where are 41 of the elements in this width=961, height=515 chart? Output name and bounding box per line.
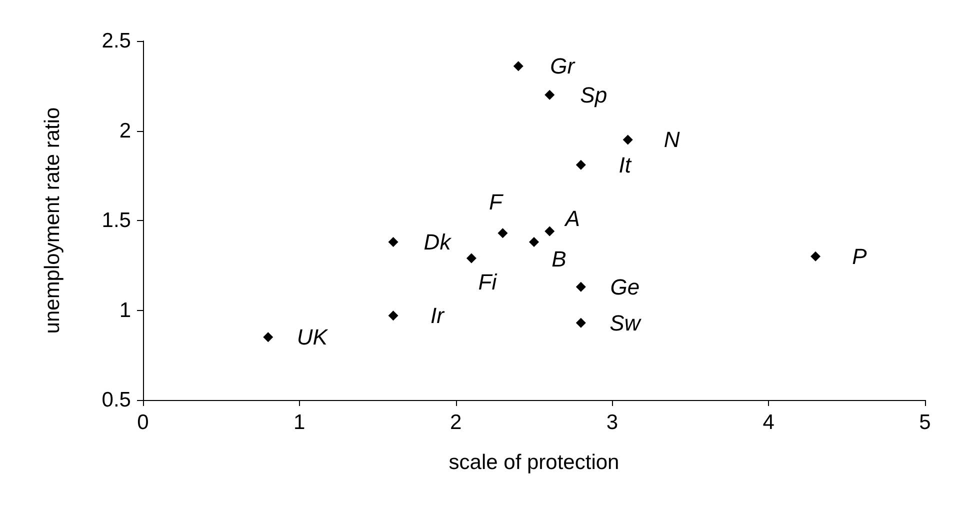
annotation: B bbox=[552, 246, 566, 272]
x-tick-label: 0 bbox=[137, 411, 149, 434]
point bbox=[810, 251, 821, 262]
y-axis-title: unemployment rate ratio bbox=[41, 107, 64, 334]
x-tick-label: 5 bbox=[919, 411, 931, 434]
annotation: A bbox=[563, 206, 580, 231]
x-axis-title: scale of protection bbox=[448, 451, 620, 474]
point bbox=[576, 318, 586, 328]
x-tick-label: 4 bbox=[762, 411, 775, 434]
point bbox=[544, 90, 555, 100]
annotation: It bbox=[618, 152, 632, 178]
annotation: Sw bbox=[610, 310, 642, 336]
point bbox=[388, 310, 398, 321]
annotation: F bbox=[488, 190, 504, 215]
point bbox=[388, 237, 398, 248]
point bbox=[263, 332, 274, 342]
y-tick-label: 2 bbox=[119, 119, 131, 142]
point bbox=[466, 253, 476, 264]
y-tick-label: 2.5 bbox=[102, 30, 131, 52]
x-tick-label: 2 bbox=[450, 411, 462, 434]
annotation: UK bbox=[296, 324, 329, 350]
point bbox=[513, 61, 524, 72]
annotation: Dk bbox=[424, 230, 452, 255]
y-tick-label: 1 bbox=[119, 298, 131, 322]
x-tick-label: 3 bbox=[606, 411, 618, 434]
point bbox=[529, 237, 539, 248]
annotation: Ir bbox=[430, 303, 446, 328]
annotation: P bbox=[852, 244, 868, 269]
annotation: Fi bbox=[478, 270, 498, 295]
annotation: N bbox=[664, 127, 680, 152]
annotation: Ge bbox=[610, 274, 640, 300]
point bbox=[622, 134, 633, 145]
y-tick-label: 1.5 bbox=[102, 209, 131, 232]
annotation: Sp bbox=[580, 82, 608, 108]
point bbox=[544, 226, 555, 236]
point bbox=[576, 282, 586, 292]
point bbox=[498, 228, 508, 238]
annotation: Gr bbox=[550, 54, 576, 79]
x-tick-label: 1 bbox=[294, 411, 306, 434]
point bbox=[576, 160, 586, 170]
y-tick-label: 0.5 bbox=[102, 388, 131, 412]
